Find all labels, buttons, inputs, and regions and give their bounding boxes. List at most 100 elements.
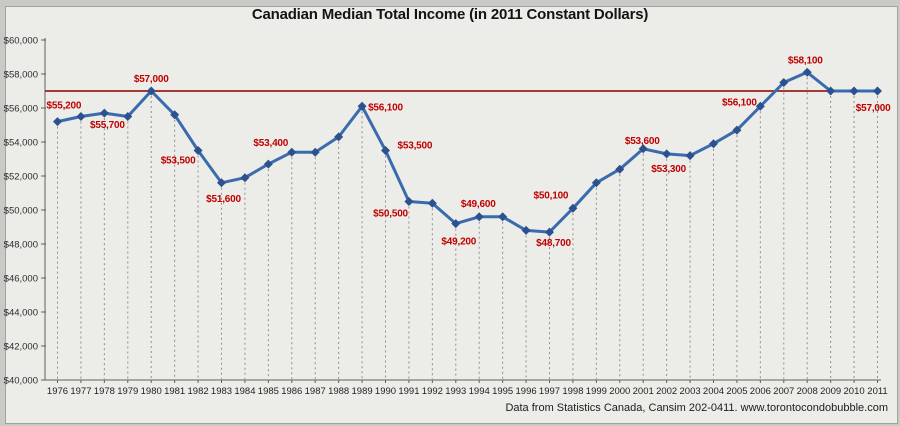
x-tick-label-2011: 2011 <box>867 386 887 397</box>
x-tick-label-1976: 1976 <box>47 386 68 397</box>
data-label-1986: $53,400 <box>253 138 288 149</box>
data-labels: $55,200 $55,700 $57,000 $53,500 $51,600 $53,4… <box>47 55 892 249</box>
x-tick-label-2006: 2006 <box>750 386 771 397</box>
data-label-1991: $50,500 <box>373 209 408 220</box>
x-tick-label-1992: 1992 <box>422 386 443 397</box>
y-tick-label: $42,000 <box>4 342 38 353</box>
data-point-1985 <box>263 159 273 169</box>
data-point-2009 <box>826 86 836 96</box>
data-point-2005 <box>732 125 742 135</box>
chart-frame <box>5 6 898 424</box>
data-point-1996 <box>521 225 531 235</box>
data-point-2001 <box>638 144 648 154</box>
data-point-1997 <box>545 227 554 237</box>
x-tick-label-1986: 1986 <box>281 386 302 397</box>
data-point-1995 <box>498 212 508 222</box>
data-point-1989 <box>357 101 367 111</box>
y-tick-label: $46,000 <box>4 274 38 285</box>
x-tick-label-1991: 1991 <box>398 386 419 397</box>
x-tick-label-1994: 1994 <box>469 386 490 397</box>
data-label-1993: $49,200 <box>441 237 476 248</box>
data-label-1990: $53,500 <box>398 141 433 152</box>
y-tick-label: $50,000 <box>4 206 38 217</box>
data-point-1978 <box>99 108 109 118</box>
y-tick-label: $54,000 <box>4 138 38 149</box>
data-label-1976: $55,200 <box>47 101 82 112</box>
data-point-2008 <box>802 67 812 77</box>
x-tick-label-1983: 1983 <box>211 386 232 397</box>
data-label-1980: $57,000 <box>134 74 169 85</box>
data-point-1987 <box>310 147 320 157</box>
data-label-2008: $58,100 <box>788 55 823 66</box>
data-label-2002: $53,300 <box>651 164 686 175</box>
data-point-1982 <box>193 146 203 155</box>
data-point-1994 <box>474 212 484 222</box>
data-label-1989: $56,100 <box>368 102 403 113</box>
data-point-2006 <box>755 101 765 111</box>
x-tick-label-1984: 1984 <box>234 386 255 397</box>
x-tick-label-1993: 1993 <box>445 386 466 397</box>
x-tick-label-1989: 1989 <box>352 386 373 397</box>
chart-title: Canadian Median Total Income (in 2011 Co… <box>251 6 649 23</box>
y-tick-label: $52,000 <box>4 172 38 183</box>
data-points <box>53 67 882 237</box>
data-point-1983 <box>217 178 226 188</box>
data-point-1992 <box>427 198 437 208</box>
data-point-1981 <box>170 110 180 120</box>
x-tick-label-1980: 1980 <box>141 386 162 397</box>
data-point-1976 <box>53 117 62 127</box>
y-tick-label: $56,000 <box>4 104 38 115</box>
data-label-1978: $55,700 <box>90 120 125 131</box>
data-point-1979 <box>123 112 133 121</box>
data-point-2002 <box>662 149 672 159</box>
y-tick-label: $60,000 <box>4 36 38 47</box>
income-line <box>56 70 879 234</box>
x-tick-label-2008: 2008 <box>797 386 818 397</box>
data-label-1994: $49,600 <box>461 199 496 210</box>
x-axis: 1976 1977 1978 1979 1980 1981 1982 1983 1984 1985… <box>45 379 888 397</box>
data-point-1999 <box>591 178 601 188</box>
x-tick-label-2005: 2005 <box>726 386 747 397</box>
y-tick-label: $40,000 <box>4 376 38 387</box>
data-point-1984 <box>240 173 250 183</box>
data-label-1982: $53,500 <box>161 156 196 167</box>
data-point-1991 <box>404 197 414 206</box>
x-tick-label-1979: 1979 <box>117 386 138 397</box>
data-point-2004 <box>709 139 718 149</box>
x-tick-label-1987: 1987 <box>305 386 326 397</box>
data-label-2006: $56,100 <box>722 97 757 108</box>
data-point-2007 <box>779 78 789 87</box>
y-axis: $40,000 $42,000 $44,000 $46,000 $48,000 $50,0… <box>4 36 46 387</box>
data-point-1988 <box>334 132 344 142</box>
x-tick-label-1988: 1988 <box>328 386 349 397</box>
data-label-1997: $48,700 <box>536 238 571 249</box>
x-tick-label-2002: 2002 <box>656 386 677 397</box>
data-label-1998: $50,100 <box>534 190 569 201</box>
data-point-2003 <box>685 151 695 161</box>
drop-lines <box>57 77 878 379</box>
source-note: Data from Statistics Canada, Cansim 202-… <box>505 402 888 414</box>
x-tick-label-1978: 1978 <box>94 386 115 397</box>
x-tick-label-1990: 1990 <box>375 386 396 397</box>
data-label-2011: $57,000 <box>856 103 891 114</box>
data-point-1986 <box>287 147 297 157</box>
x-tick-label-2004: 2004 <box>703 386 724 397</box>
data-point-1998 <box>568 203 578 213</box>
x-tick-label-2001: 2001 <box>633 386 654 397</box>
data-point-1993 <box>451 219 461 229</box>
x-tick-label-1997: 1997 <box>539 386 560 397</box>
x-tick-label-2009: 2009 <box>820 386 841 397</box>
x-tick-label-2007: 2007 <box>773 386 794 397</box>
x-tick-label-1995: 1995 <box>492 386 513 397</box>
x-tick-label-1981: 1981 <box>164 386 185 397</box>
y-tick-label: $48,000 <box>4 240 38 251</box>
data-point-2011 <box>873 86 882 96</box>
x-tick-label-2003: 2003 <box>680 386 701 397</box>
data-point-1977 <box>76 112 86 121</box>
x-tick-label-1977: 1977 <box>70 386 91 397</box>
x-tick-label-1996: 1996 <box>516 386 537 397</box>
x-tick-label-1982: 1982 <box>188 386 209 397</box>
data-point-1990 <box>381 146 390 155</box>
income-series-line <box>56 70 879 234</box>
